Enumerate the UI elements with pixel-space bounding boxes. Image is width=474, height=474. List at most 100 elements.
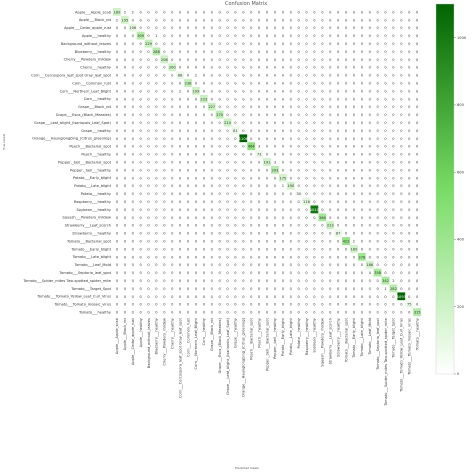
cell-value-label: 0 xyxy=(313,18,316,22)
cell-value-label: 0 xyxy=(195,176,198,180)
cell-value-label: 0 xyxy=(290,271,293,275)
cell-value-label: 0 xyxy=(266,208,269,212)
heatmap-cell xyxy=(373,15,382,24)
heatmap-cell xyxy=(136,189,145,198)
heatmap-cell xyxy=(144,284,153,293)
cell-value-label: 0 xyxy=(163,303,166,307)
heatmap-cell xyxy=(373,102,382,111)
heatmap-cell xyxy=(120,268,129,277)
heatmap-cell xyxy=(128,110,137,119)
cell-value-label: 0 xyxy=(242,34,245,38)
cell-value-label: 0 xyxy=(274,58,277,62)
heatmap-cell xyxy=(247,229,256,238)
heatmap-cell xyxy=(397,300,406,309)
heatmap-cell xyxy=(207,126,216,135)
cell-value-label: 0 xyxy=(211,50,214,54)
heatmap-cell xyxy=(144,205,153,214)
cell-value-label: 0 xyxy=(242,10,245,14)
heatmap-cell xyxy=(168,300,177,309)
heatmap-cell xyxy=(160,173,169,182)
cell-value-label: 0 xyxy=(211,192,214,196)
heatmap-cell xyxy=(271,308,279,317)
cell-value-label: 0 xyxy=(163,271,166,275)
heatmap-cell xyxy=(136,213,145,222)
heatmap-cell xyxy=(286,260,295,269)
cell-value-label: 0 xyxy=(242,121,245,125)
x-tick-label: Potato___Early_blight xyxy=(281,318,285,357)
heatmap-cell xyxy=(389,229,398,238)
cell-value-label: 0 xyxy=(179,311,182,315)
cell-value-label: 0 xyxy=(250,97,253,101)
heatmap-cell xyxy=(160,31,169,40)
cell-value-label: 0 xyxy=(140,216,143,220)
heatmap-cell xyxy=(255,134,264,143)
cell-value-label: 282 xyxy=(390,287,397,291)
heatmap-cell xyxy=(207,197,216,206)
heatmap-cell xyxy=(294,197,303,206)
heatmap-cell xyxy=(199,276,208,285)
cell-value-label: 0 xyxy=(211,232,214,236)
cell-value-label: 229 xyxy=(145,42,153,46)
heatmap-cell xyxy=(120,229,129,238)
heatmap-cell xyxy=(136,31,145,40)
heatmap-cell xyxy=(326,213,335,222)
heatmap-cell xyxy=(318,221,327,230)
cell-value-label: 0 xyxy=(155,271,158,275)
heatmap-cell xyxy=(160,166,169,174)
heatmap-cell xyxy=(223,94,232,103)
heatmap-cell xyxy=(334,8,343,16)
cell-value-label: 0 xyxy=(219,26,222,30)
heatmap-cell xyxy=(310,308,319,317)
cell-value-label: 0 xyxy=(250,105,253,109)
cell-value-label: 464 xyxy=(248,145,256,149)
cell-value-label: 0 xyxy=(234,239,237,243)
heatmap-cell xyxy=(271,23,279,32)
heatmap-cell xyxy=(302,39,311,48)
heatmap-cell xyxy=(294,118,303,127)
heatmap-cell xyxy=(223,173,232,182)
cell-value-label: 0 xyxy=(132,145,135,149)
heatmap-cell xyxy=(215,8,224,16)
cell-value-label: 0 xyxy=(163,50,166,54)
heatmap-cell xyxy=(113,229,121,238)
heatmap-cell xyxy=(199,39,208,48)
cell-value-label: 0 xyxy=(377,287,380,291)
heatmap-cell xyxy=(397,102,406,111)
heatmap-cell xyxy=(113,276,121,285)
heatmap-cell xyxy=(318,276,327,285)
cell-value-label: 3 xyxy=(274,160,276,164)
cell-value-label: 0 xyxy=(361,153,364,157)
cell-value-label: 0 xyxy=(155,247,158,251)
heatmap-cell xyxy=(350,79,358,87)
heatmap-cell xyxy=(128,205,137,214)
cell-value-label: 0 xyxy=(400,89,403,93)
heatmap-cell xyxy=(152,71,161,80)
cell-value-label: 0 xyxy=(187,192,190,196)
cell-value-label: 106 xyxy=(129,26,137,30)
cell-value-label: 0 xyxy=(353,176,356,180)
heatmap-cell xyxy=(144,213,153,222)
cell-value-label: 4 xyxy=(369,271,372,275)
heatmap-cell xyxy=(373,150,382,159)
heatmap-cell xyxy=(405,181,414,190)
cell-value-label: 0 xyxy=(400,129,403,133)
y-tick-label: Strawberry___healthy xyxy=(72,231,112,235)
heatmap-cell xyxy=(239,15,248,24)
heatmap-cell xyxy=(113,94,121,103)
heatmap-cell xyxy=(223,39,232,48)
cell-value-label: 0 xyxy=(195,311,198,315)
cell-value-label: 0 xyxy=(353,105,356,109)
heatmap-cell xyxy=(286,292,295,301)
heatmap-cell xyxy=(342,229,350,238)
cell-value-label: 0 xyxy=(132,255,135,259)
heatmap-cell xyxy=(239,118,248,127)
cell-value-label: 0 xyxy=(219,192,222,196)
cell-value-label: 0 xyxy=(282,145,285,149)
cell-value-label: 0 xyxy=(250,66,253,70)
cell-value-label: 0 xyxy=(155,66,158,70)
cell-value-label: 0 xyxy=(377,66,380,70)
cell-value-label: 0 xyxy=(321,295,324,299)
cell-value-label: 0 xyxy=(266,18,269,22)
cell-value-label: 0 xyxy=(345,50,348,54)
cell-value-label: 0 xyxy=(171,160,174,164)
